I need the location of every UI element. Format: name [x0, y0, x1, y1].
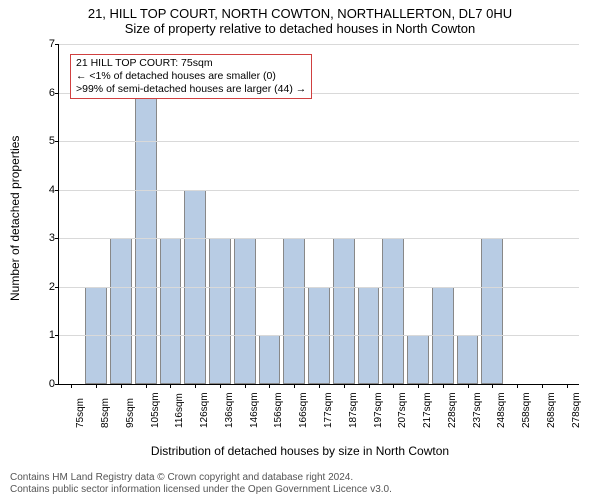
- y-tick-label: 4: [41, 184, 55, 196]
- bar: [234, 238, 256, 384]
- x-tick-label: 126sqm: [199, 392, 210, 428]
- x-tick-label: 237sqm: [472, 392, 483, 428]
- x-tick-label: 85sqm: [100, 398, 111, 428]
- x-tick-label: 248sqm: [496, 392, 507, 428]
- annotation-line2: ← <1% of detached houses are smaller (0): [76, 70, 306, 83]
- x-tick-mark: [418, 384, 419, 388]
- annotation-line3: >99% of semi-detached houses are larger …: [76, 83, 306, 96]
- bar: [160, 238, 182, 384]
- x-tick-mark: [195, 384, 196, 388]
- bar: [209, 238, 231, 384]
- x-tick-mark: [393, 384, 394, 388]
- x-tick-mark: [294, 384, 295, 388]
- x-tick-label: 136sqm: [224, 392, 235, 428]
- x-tick-label: 228sqm: [447, 392, 458, 428]
- bar: [110, 238, 132, 384]
- x-tick-mark: [567, 384, 568, 388]
- bar: [382, 238, 404, 384]
- y-tick-mark: [55, 287, 59, 288]
- x-tick-mark: [170, 384, 171, 388]
- x-tick-label: 156sqm: [273, 392, 284, 428]
- gridline: [59, 44, 579, 45]
- x-tick-label: 166sqm: [298, 392, 309, 428]
- y-tick-label: 5: [41, 135, 55, 147]
- x-tick-label: 187sqm: [348, 392, 359, 428]
- annotation-line1: 21 HILL TOP COURT: 75sqm: [76, 57, 306, 70]
- x-tick-mark: [220, 384, 221, 388]
- chart-title-line2: Size of property relative to detached ho…: [0, 21, 600, 40]
- gridline: [59, 287, 579, 288]
- bar: [333, 238, 355, 384]
- x-tick-mark: [344, 384, 345, 388]
- bar: [481, 238, 503, 384]
- x-tick-label: 105sqm: [150, 392, 161, 428]
- gridline: [59, 335, 579, 336]
- bar: [259, 335, 281, 384]
- x-tick-mark: [146, 384, 147, 388]
- x-tick-label: 217sqm: [422, 392, 433, 428]
- y-tick-mark: [55, 44, 59, 45]
- footer-text: Contains HM Land Registry data © Crown c…: [10, 472, 392, 496]
- y-tick-mark: [55, 190, 59, 191]
- gridline: [59, 190, 579, 191]
- bar: [457, 335, 479, 384]
- bar: [407, 335, 429, 384]
- y-tick-mark: [55, 93, 59, 94]
- x-tick-label: 207sqm: [397, 392, 408, 428]
- x-tick-label: 197sqm: [373, 392, 384, 428]
- chart-container: 21, HILL TOP COURT, NORTH COWTON, NORTHA…: [0, 0, 600, 500]
- x-tick-label: 116sqm: [174, 393, 185, 428]
- x-tick-label: 278sqm: [571, 392, 582, 428]
- x-tick-mark: [492, 384, 493, 388]
- x-tick-mark: [542, 384, 543, 388]
- x-tick-label: 146sqm: [249, 392, 260, 428]
- x-tick-mark: [96, 384, 97, 388]
- y-tick-label: 1: [41, 329, 55, 341]
- y-axis-label: Number of detached properties: [8, 136, 22, 301]
- x-tick-label: 177sqm: [323, 392, 334, 428]
- x-tick-mark: [517, 384, 518, 388]
- bar: [283, 238, 305, 384]
- y-tick-label: 7: [41, 38, 55, 50]
- x-tick-label: 268sqm: [546, 392, 557, 428]
- x-tick-label: 75sqm: [75, 398, 86, 428]
- x-tick-mark: [245, 384, 246, 388]
- y-tick-label: 2: [41, 281, 55, 293]
- x-tick-label: 95sqm: [125, 398, 136, 428]
- gridline: [59, 238, 579, 239]
- x-tick-mark: [369, 384, 370, 388]
- y-tick-mark: [55, 384, 59, 385]
- x-tick-mark: [443, 384, 444, 388]
- x-tick-mark: [269, 384, 270, 388]
- footer-line2: Contains public sector information licen…: [10, 484, 392, 496]
- annotation-box: 21 HILL TOP COURT: 75sqm ← <1% of detach…: [70, 54, 312, 99]
- footer-line1: Contains HM Land Registry data © Crown c…: [10, 472, 392, 484]
- y-tick-mark: [55, 335, 59, 336]
- y-tick-label: 6: [41, 87, 55, 99]
- y-tick-label: 0: [41, 378, 55, 390]
- gridline: [59, 141, 579, 142]
- y-tick-mark: [55, 238, 59, 239]
- x-tick-mark: [121, 384, 122, 388]
- x-tick-mark: [71, 384, 72, 388]
- x-tick-mark: [319, 384, 320, 388]
- y-tick-label: 3: [41, 232, 55, 244]
- x-axis-label: Distribution of detached houses by size …: [0, 444, 600, 458]
- x-tick-label: 258sqm: [521, 392, 532, 428]
- y-tick-mark: [55, 141, 59, 142]
- chart-title-line1: 21, HILL TOP COURT, NORTH COWTON, NORTHA…: [0, 0, 600, 21]
- x-tick-mark: [468, 384, 469, 388]
